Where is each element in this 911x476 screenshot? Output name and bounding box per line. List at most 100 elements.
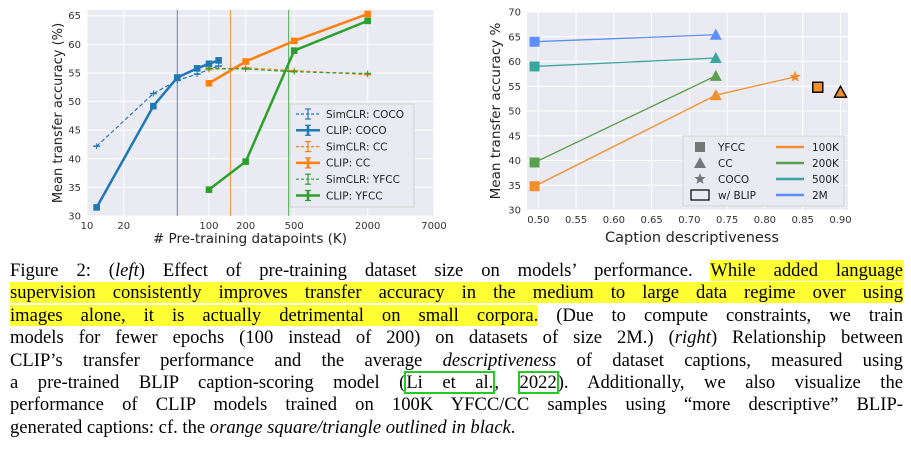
left-series-line [208, 67, 368, 76]
caption-line-8: generated captions: cf. the orange squar… [10, 417, 903, 439]
left-legend: SimCLR: COCO CLIP: COCO SimCLR: CC CLIP: CC… [289, 103, 415, 208]
caption-text: ) Relationship between [710, 327, 903, 349]
caption-line-1: Figure 2: (left) Effect of pre-training … [10, 260, 903, 282]
right-point-marker [833, 84, 848, 98]
left-point-marker [364, 10, 371, 18]
right-series-line [534, 34, 716, 43]
right-legend-label: CC [718, 158, 733, 170]
left-ytick-label: 65 [68, 11, 81, 22]
figure: 30 35 40 45 50 55 60 65 10 20 100 200 500 2000 7000 Me… [51, 8, 852, 248]
caption-text: models for fewer epochs (100 instead of … [10, 327, 675, 349]
right-legend-marker [694, 173, 706, 184]
right-xtick-label: 0.55 [565, 215, 587, 226]
caption-line-4: models for fewer epochs (100 instead of … [10, 327, 903, 349]
right-ytick-label: 55 [508, 82, 521, 93]
citation-link-year[interactable]: 2022 [517, 371, 559, 395]
caption-text: a pre-trained BLIP caption-scoring model… [10, 372, 406, 394]
right-legend-label: 100K [812, 142, 840, 154]
left-point-marker [205, 79, 213, 87]
right-legend-label: COCO [718, 174, 749, 186]
left-series-line [208, 12, 369, 85]
caption-text: generated captions: cf. the [10, 416, 210, 438]
right-series-line [534, 57, 716, 68]
caption-text: CLIP’s transfer performance and the aver… [10, 349, 443, 371]
right-ytick-label: 30 [508, 206, 521, 217]
right-legend-label: 200K [812, 158, 840, 170]
left-ytick-label: 35 [68, 183, 81, 194]
left-series-line [208, 19, 369, 191]
right-xtick-label: 0.85 [792, 215, 814, 226]
right-ytick-label: 45 [508, 131, 521, 142]
left-ytick-label: 45 [68, 126, 81, 137]
left-xtick-label: 10 [81, 221, 94, 232]
right-xtick-label: 0.80 [754, 215, 776, 226]
caption-italic-left: left [115, 260, 139, 281]
caption-text: , [494, 372, 519, 394]
right-point-marker [709, 69, 722, 81]
left-series-line [208, 67, 368, 75]
right-legend-marker [690, 189, 710, 201]
left-xtick-label: 20 [117, 221, 130, 232]
right-ytick-label: 35 [508, 181, 521, 192]
caption-line-2: supervision consistently improves transf… [10, 282, 903, 304]
left-ytick-label: 50 [68, 97, 81, 108]
caption-text: ) Effect of pre-training dataset size on… [138, 260, 711, 281]
caption-italic-highlight-note: orange square/triangle outlined in black [209, 416, 511, 438]
right-legend-marker [695, 142, 705, 152]
right-ytick-label: 40 [508, 156, 521, 167]
right-point-marker [529, 36, 540, 47]
left-point-marker [364, 17, 371, 25]
left-point-marker [205, 186, 213, 193]
left-legend-label: CLIP: CC [326, 158, 370, 170]
left-legend-label: CLIP: YFCC [326, 190, 383, 202]
caption-italic-right: right [674, 327, 711, 349]
caption-text: of dataset captions, measured using [556, 349, 903, 371]
right-xtick-label: 0.70 [678, 215, 700, 226]
caption-line-5: CLIP’s transfer performance and the aver… [10, 350, 903, 372]
right-ytick-label: 70 [508, 8, 521, 19]
left-legend-label: SimCLR: COCO [326, 109, 404, 121]
right-chart: 30 35 40 45 50 55 60 65 70 0.50 0.55 0.60 0.65 0.70 0.… [488, 8, 852, 247]
left-point-marker [242, 158, 249, 165]
left-legend-label: CLIP: COCO [326, 125, 387, 137]
right-legend-label: w/ BLIP [718, 190, 756, 202]
left-point-marker [193, 65, 201, 72]
right-point-marker [789, 70, 801, 82]
caption-text: (Due to compute constraints, we train [538, 304, 903, 326]
caption-text: Figure 2: ( [10, 260, 115, 281]
left-point-marker [173, 74, 181, 81]
left-xtick-label: 200 [236, 221, 255, 232]
right-point-marker [709, 28, 722, 40]
left-point-marker [242, 58, 249, 65]
right-legend-label: 500K [812, 174, 840, 186]
right-xtick-label: 0.75 [716, 215, 738, 226]
right-xtick-label: 0.50 [527, 215, 549, 226]
right-point-marker [812, 81, 824, 93]
left-xtick-label: 2000 [355, 221, 380, 232]
caption-line-7: performance of CLIP models trained on 10… [10, 394, 903, 416]
caption-text: . [510, 416, 516, 438]
left-point-marker [93, 204, 100, 211]
left-ytick-label: 40 [68, 154, 81, 165]
left-ytick-label: 55 [68, 68, 81, 79]
citation-link-author[interactable]: Li et al. [404, 371, 496, 395]
right-xtick-label: 0.90 [829, 215, 851, 226]
caption-italic-descriptiveness: descriptiveness [442, 349, 557, 371]
left-point-marker [290, 37, 298, 45]
left-chart: 30 35 40 45 50 55 60 65 10 20 100 200 500 2000 7000 Me… [51, 10, 447, 247]
right-legend-label: 2M [812, 190, 828, 202]
caption-line-6: a pre-trained BLIP caption-scoring model… [10, 371, 903, 395]
right-ytick-label: 60 [508, 57, 521, 68]
right-point-marker [529, 157, 540, 168]
caption-text: ). Additionally, we also visualize the [557, 372, 903, 394]
right-point-marker [529, 181, 540, 192]
left-point-marker [290, 47, 298, 54]
right-xlabel: Caption descriptiveness [605, 230, 779, 246]
left-legend-label: SimCLR: YFCC [326, 174, 400, 186]
caption-line-3: images alone, it is actually detrimental… [10, 304, 903, 327]
right-legend-marker [694, 157, 706, 168]
left-ytick-label: 60 [68, 40, 81, 51]
right-series-line [534, 75, 717, 164]
right-ytick-label: 65 [508, 32, 521, 43]
right-xtick-label: 0.65 [640, 215, 662, 226]
